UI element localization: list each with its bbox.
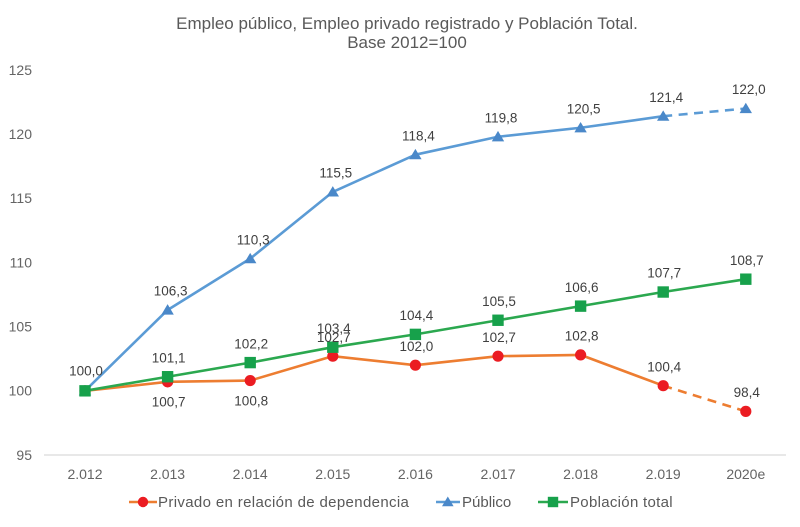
svg-text:Base 2012=100: Base 2012=100 xyxy=(347,33,467,52)
svg-text:102,7: 102,7 xyxy=(317,330,351,345)
svg-text:100,8: 100,8 xyxy=(234,393,268,408)
svg-text:110,3: 110,3 xyxy=(237,232,270,247)
svg-text:2020e: 2020e xyxy=(726,466,765,482)
svg-text:2.012: 2.012 xyxy=(67,466,102,482)
svg-text:95: 95 xyxy=(16,447,32,463)
svg-text:103,4: 103,4 xyxy=(317,321,351,336)
svg-text:120,5: 120,5 xyxy=(567,102,601,117)
svg-text:101,1: 101,1 xyxy=(152,350,186,365)
svg-text:Público: Público xyxy=(462,494,511,511)
svg-text:102,7: 102,7 xyxy=(482,330,516,345)
svg-text:115,5: 115,5 xyxy=(319,166,352,181)
svg-text:106,6: 106,6 xyxy=(565,280,599,295)
svg-text:119,8: 119,8 xyxy=(485,110,518,125)
svg-text:2.017: 2.017 xyxy=(480,466,515,482)
svg-text:110: 110 xyxy=(10,254,33,270)
svg-text:98,4: 98,4 xyxy=(734,385,761,400)
svg-text:125: 125 xyxy=(9,62,33,78)
svg-text:118,4: 118,4 xyxy=(402,128,435,143)
svg-text:106,3: 106,3 xyxy=(154,284,188,299)
svg-text:100: 100 xyxy=(9,383,33,399)
svg-text:2.013: 2.013 xyxy=(150,466,185,482)
svg-text:Privado en relación de depende: Privado en relación de dependencia xyxy=(158,494,410,511)
svg-text:2.014: 2.014 xyxy=(233,466,268,482)
svg-text:100,0: 100,0 xyxy=(69,364,103,379)
svg-text:102,8: 102,8 xyxy=(565,329,599,344)
svg-text:Empleo público, Empleo privado: Empleo público, Empleo privado registrad… xyxy=(176,14,638,33)
svg-text:2.019: 2.019 xyxy=(646,466,681,482)
svg-text:105: 105 xyxy=(9,319,33,335)
svg-text:104,4: 104,4 xyxy=(400,308,434,323)
svg-text:102,0: 102,0 xyxy=(400,339,434,354)
svg-text:105,5: 105,5 xyxy=(482,294,516,309)
svg-text:100,4: 100,4 xyxy=(647,359,681,374)
svg-text:2.018: 2.018 xyxy=(563,466,598,482)
svg-text:2.016: 2.016 xyxy=(398,466,433,482)
svg-text:Población total: Población total xyxy=(570,494,673,511)
svg-text:122,0: 122,0 xyxy=(732,82,766,97)
svg-text:120: 120 xyxy=(9,126,33,142)
svg-text:107,7: 107,7 xyxy=(647,266,681,281)
svg-text:102,2: 102,2 xyxy=(234,336,268,351)
svg-text:121,4: 121,4 xyxy=(649,90,683,105)
svg-text:108,7: 108,7 xyxy=(730,253,764,268)
svg-text:2.015: 2.015 xyxy=(315,466,350,482)
svg-text:115: 115 xyxy=(10,190,33,206)
svg-text:100,7: 100,7 xyxy=(152,395,186,410)
